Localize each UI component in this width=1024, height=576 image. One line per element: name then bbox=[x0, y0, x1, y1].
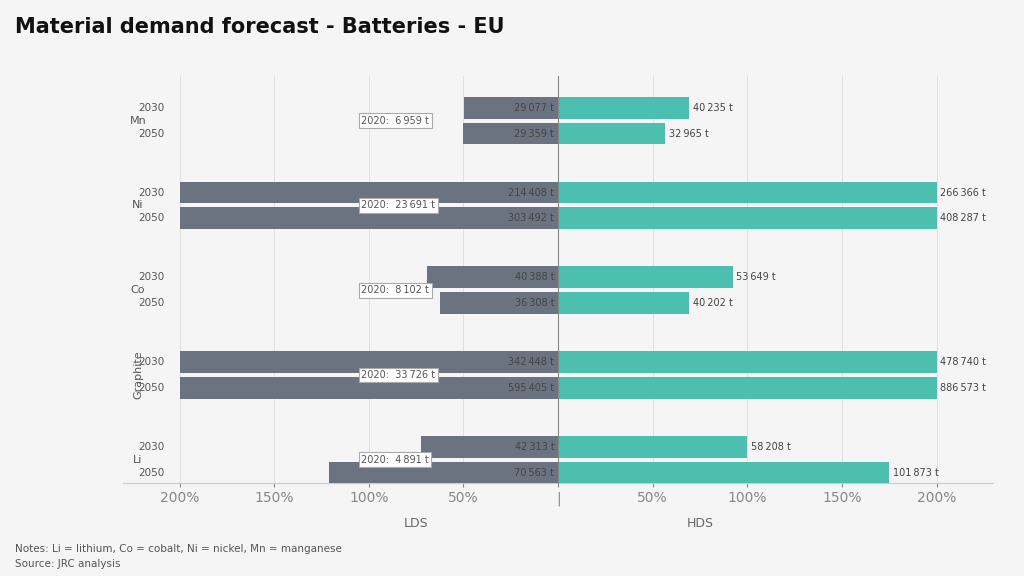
Text: HDS: HDS bbox=[686, 517, 714, 530]
Text: 2020:  8 102 t: 2020: 8 102 t bbox=[361, 285, 429, 295]
Text: 101 873 t: 101 873 t bbox=[893, 468, 939, 478]
Text: 42 313 t: 42 313 t bbox=[514, 442, 554, 452]
Text: 2020:  33 726 t: 2020: 33 726 t bbox=[361, 370, 435, 380]
Text: 40 235 t: 40 235 t bbox=[692, 103, 732, 113]
Text: 2020:  4 891 t: 2020: 4 891 t bbox=[361, 455, 429, 465]
Text: Source: JRC analysis: Source: JRC analysis bbox=[15, 559, 121, 569]
Bar bbox=[558, 207, 937, 229]
Text: 2020:  23 691 t: 2020: 23 691 t bbox=[361, 200, 435, 210]
Text: Mn: Mn bbox=[130, 116, 146, 126]
Bar bbox=[558, 462, 889, 483]
Text: 58 208 t: 58 208 t bbox=[752, 442, 791, 452]
Text: 2030: 2030 bbox=[138, 357, 165, 367]
Text: 29 077 t: 29 077 t bbox=[514, 103, 554, 113]
Text: 2050: 2050 bbox=[138, 213, 165, 223]
Bar bbox=[463, 123, 558, 145]
Text: 342 448 t: 342 448 t bbox=[509, 357, 554, 367]
Bar bbox=[421, 436, 558, 458]
Text: Ni: Ni bbox=[132, 200, 143, 210]
Text: 36 308 t: 36 308 t bbox=[515, 298, 554, 308]
Bar bbox=[329, 462, 558, 483]
Text: 40 202 t: 40 202 t bbox=[692, 298, 732, 308]
Text: 2030: 2030 bbox=[138, 103, 165, 113]
Bar bbox=[558, 267, 732, 288]
Bar bbox=[558, 123, 666, 145]
Text: 595 405 t: 595 405 t bbox=[508, 383, 554, 393]
Bar bbox=[179, 377, 558, 399]
Text: 2050: 2050 bbox=[138, 383, 165, 393]
Bar bbox=[558, 377, 937, 399]
Text: Material demand forecast - Batteries - EU: Material demand forecast - Batteries - E… bbox=[15, 17, 505, 37]
Bar bbox=[558, 292, 689, 314]
Text: 2030: 2030 bbox=[138, 272, 165, 282]
Bar bbox=[558, 436, 748, 458]
Bar bbox=[179, 181, 558, 203]
Text: 478 740 t: 478 740 t bbox=[940, 357, 986, 367]
Bar bbox=[558, 351, 937, 373]
Text: 29 359 t: 29 359 t bbox=[514, 128, 554, 139]
Text: 886 573 t: 886 573 t bbox=[940, 383, 986, 393]
Bar bbox=[464, 97, 558, 119]
Text: 32 965 t: 32 965 t bbox=[669, 128, 709, 139]
Text: 2050: 2050 bbox=[138, 468, 165, 478]
Text: Li: Li bbox=[133, 455, 142, 465]
Text: LDS: LDS bbox=[403, 517, 428, 530]
Bar bbox=[427, 267, 558, 288]
Text: 2020:  6 959 t: 2020: 6 959 t bbox=[361, 116, 429, 126]
Bar bbox=[558, 97, 689, 119]
Bar bbox=[179, 207, 558, 229]
Text: 70 563 t: 70 563 t bbox=[514, 468, 554, 478]
Text: 40 388 t: 40 388 t bbox=[515, 272, 554, 282]
Text: Co: Co bbox=[131, 285, 145, 295]
Text: 266 366 t: 266 366 t bbox=[940, 188, 986, 198]
Text: 214 408 t: 214 408 t bbox=[509, 188, 554, 198]
Text: Notes: Li = lithium, Co = cobalt, Ni = nickel, Mn = manganese: Notes: Li = lithium, Co = cobalt, Ni = n… bbox=[15, 544, 342, 554]
Bar bbox=[440, 292, 558, 314]
Text: Graphite: Graphite bbox=[133, 351, 143, 399]
Text: 303 492 t: 303 492 t bbox=[509, 213, 554, 223]
Bar bbox=[179, 351, 558, 373]
Bar bbox=[558, 181, 937, 203]
Text: 2050: 2050 bbox=[138, 128, 165, 139]
Text: 2050: 2050 bbox=[138, 298, 165, 308]
Text: 408 287 t: 408 287 t bbox=[940, 213, 986, 223]
Text: 53 649 t: 53 649 t bbox=[736, 272, 776, 282]
Text: 2030: 2030 bbox=[138, 442, 165, 452]
Text: 2030: 2030 bbox=[138, 188, 165, 198]
